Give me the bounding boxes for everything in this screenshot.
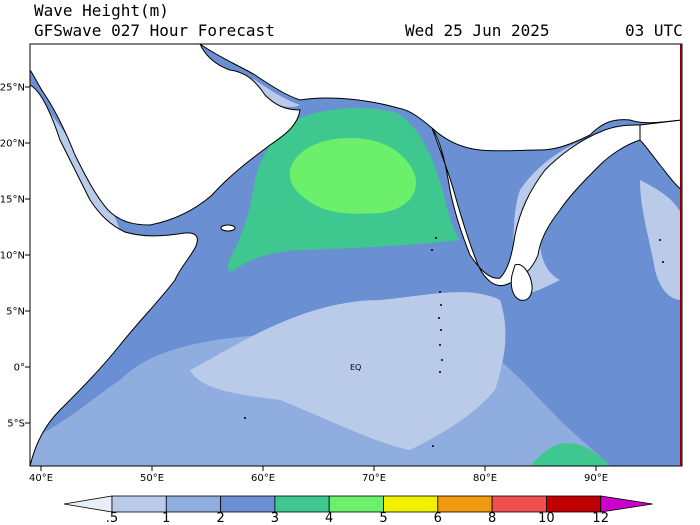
lat-tick-label: 5°N [6,307,25,318]
map-content [30,44,682,466]
lon-tick-label: 80°E [473,473,497,484]
lon-tick-label: 70°E [362,473,386,484]
lat-tick-label: 5°S [7,419,25,430]
lat-tick-label: 20°N [0,139,25,150]
colorbar-label: 1 [162,511,170,525]
axis-ticks: 40°E 50°E 60°E 70°E 80°E 90°E 25°N 20°N 15°N 10°N… [0,83,608,485]
colorbar-segment [437,495,493,513]
sea-4-5m-core [289,138,416,214]
colorbar-segment [220,495,276,513]
colorbar-label: 5 [379,511,387,525]
lon-tick-label: 90°E [584,473,608,484]
sea-lt1m-central [190,292,506,450]
colorbar-label: 10 [538,511,555,525]
equator-label: EQ [350,363,361,372]
colorbar-label: 3 [271,511,279,525]
colorbar-label: 12 [592,511,609,525]
lon-tick-label: 40°E [29,473,53,484]
forecast-subtitle: GFSwave 027 Hour Forecast [34,21,275,40]
colorbar-label: 2 [216,511,224,525]
land-africa [30,84,198,466]
chart-title: Wave Height(m) [34,1,169,20]
colorbar-segment [111,495,167,513]
colorbar-label: .5 [106,511,118,525]
colorbar-segment [274,495,330,513]
sea-3-4m-south-patch [530,443,610,466]
forecast-date: Wed 25 Jun 2025 [405,21,550,40]
colorbar-low-arrow [63,495,113,513]
land-arabia [30,44,301,226]
land-sri-lanka [510,263,533,301]
lat-tick-label: 15°N [0,195,25,206]
lon-tick-label: 50°E [140,473,164,484]
island-chain-maldives [244,237,664,447]
land-iran-pakistan [199,44,682,152]
colorbar-segment [491,495,547,513]
lat-tick-label: 25°N [0,83,25,94]
colorbar-segment [165,495,222,513]
colorbar-segment [328,495,384,513]
colorbar-segment [383,495,439,513]
colorbar-high-arrow [600,495,653,513]
land-socotra [220,224,236,232]
land-myanmar [639,119,682,191]
colorbar-label: 6 [434,511,442,525]
colorbar: .5 1 2 3 4 5 6 8 10 12 [63,495,653,525]
lat-tick-label: 0° [14,363,25,374]
forecast-time: 03 UTC [625,21,683,40]
colorbar-label: 8 [488,511,496,525]
lon-tick-label: 60°E [251,473,275,484]
colorbar-segment [546,495,602,513]
lat-tick-label: 10°N [0,251,25,262]
colorbar-label: 4 [325,511,333,525]
